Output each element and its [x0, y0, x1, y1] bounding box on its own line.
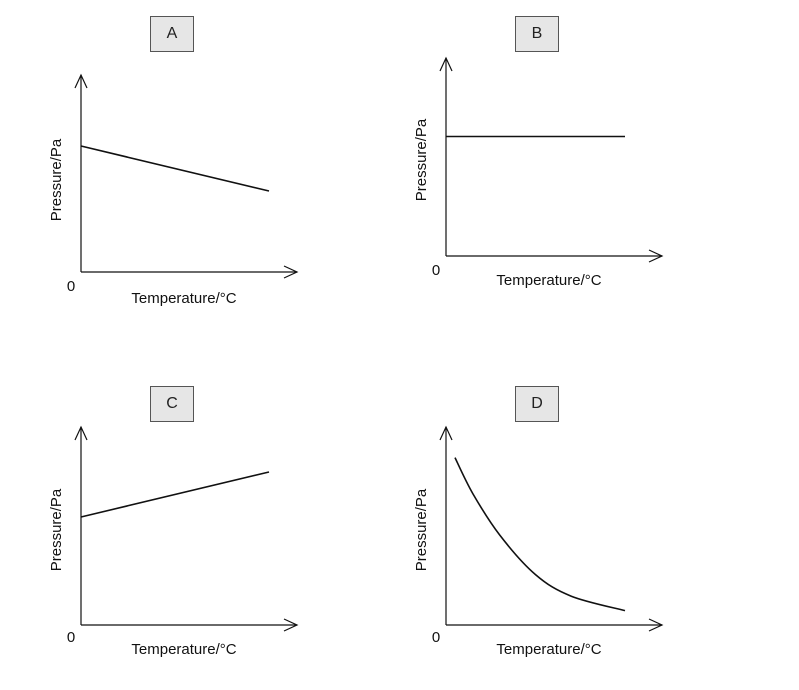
chart-svg: 0 Temperature/°C Pressure/Pa	[48, 425, 299, 658]
x-axis-label: Temperature/°C	[496, 272, 601, 289]
panel-label: B	[531, 25, 543, 42]
y-axis-arrow	[74, 73, 88, 89]
chart-panel-b: B 0 Temperature/°C Pressure/Pa	[405, 10, 685, 310]
series-line	[80, 145, 270, 192]
panel-label-box: A	[150, 16, 194, 52]
series-curve	[454, 457, 626, 612]
x-axis-arrow	[648, 249, 664, 263]
chart-panel-d: D 0 Temperature/°C Pressure/Pa	[405, 380, 685, 680]
chart-svg: 0 Temperature/°C Pressure/Pa	[48, 73, 299, 307]
panel-label-box: D	[515, 386, 559, 422]
origin-label: 0	[67, 278, 75, 295]
chart-svg: 0 Temperature/°C Pressure/Pa	[413, 56, 664, 289]
y-axis-label: Pressure/Pa	[48, 488, 65, 571]
panel-label: D	[531, 395, 543, 412]
origin-label: 0	[67, 629, 75, 646]
chart-svg: 0 Temperature/°C Pressure/Pa	[413, 425, 664, 658]
x-axis-label: Temperature/°C	[496, 641, 601, 658]
y-axis-label: Pressure/Pa	[413, 118, 430, 201]
panel-label: C	[166, 395, 178, 412]
panel-label-box: C	[150, 386, 194, 422]
origin-label: 0	[432, 262, 440, 279]
y-axis-label: Pressure/Pa	[48, 138, 65, 221]
y-axis-arrow	[74, 425, 88, 441]
chart-panel-c: C 0 Temperature/°C Pressure/Pa	[40, 380, 320, 680]
panel-label: A	[166, 25, 178, 42]
y-axis-arrow	[439, 425, 453, 441]
chart-panel-a: A 0 Temperature/°C Pressure/Pa	[40, 10, 320, 310]
series-line	[80, 471, 270, 518]
x-axis-label: Temperature/°C	[131, 290, 236, 307]
y-axis-arrow	[439, 56, 453, 72]
x-axis-arrow	[648, 618, 664, 632]
y-axis-label: Pressure/Pa	[413, 488, 430, 571]
origin-label: 0	[432, 629, 440, 646]
x-axis-arrow	[283, 618, 299, 632]
panel-label-box: B	[515, 16, 559, 52]
x-axis-label: Temperature/°C	[131, 641, 236, 658]
x-axis-arrow	[283, 265, 299, 279]
